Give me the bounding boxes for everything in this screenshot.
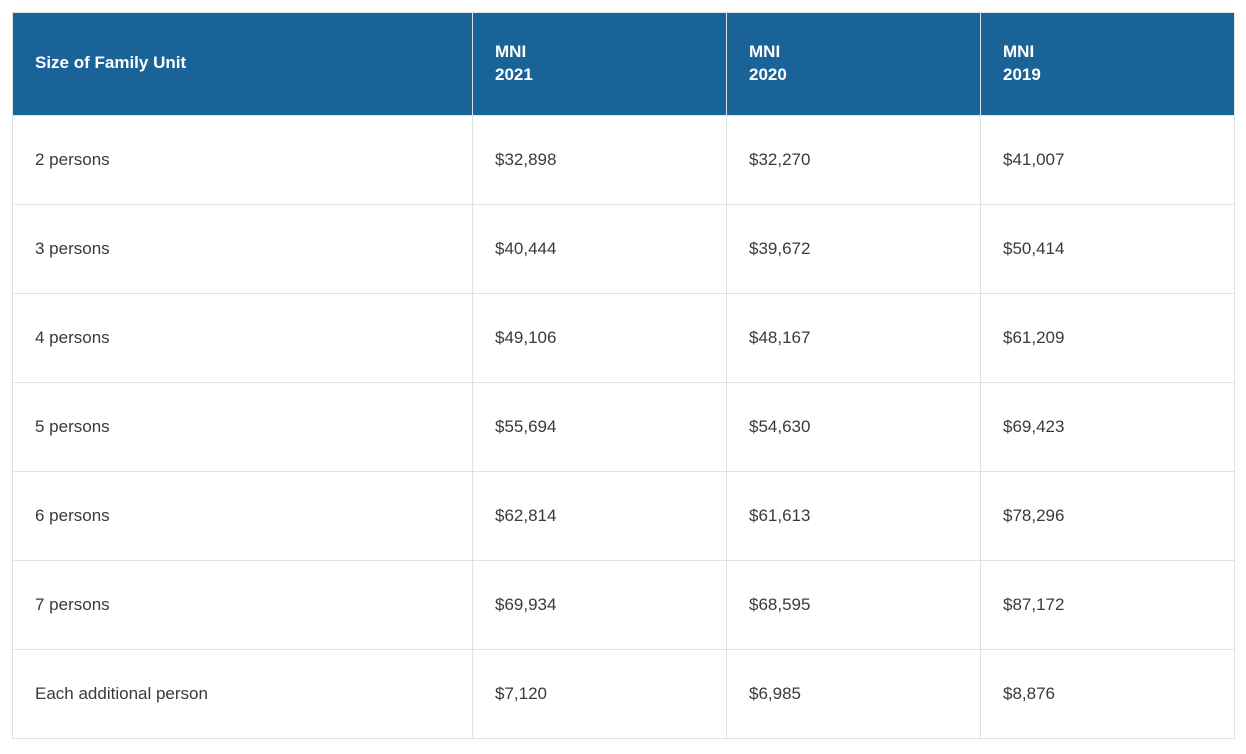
cell-family-size: 7 persons [13,560,473,649]
table-row: 2 persons $32,898 $32,270 $41,007 [13,115,1235,204]
cell-mni-2020: $61,613 [727,471,981,560]
table-row: 7 persons $69,934 $68,595 $87,172 [13,560,1235,649]
table-row: 5 persons $55,694 $54,630 $69,423 [13,382,1235,471]
cell-mni-2020: $48,167 [727,293,981,382]
cell-mni-2020: $39,672 [727,204,981,293]
cell-mni-2019: $8,876 [981,649,1235,738]
col-header-label: Size of Family Unit [35,52,450,75]
col-header-mni-2021: MNI 2021 [473,13,727,116]
col-header-sublabel: 2020 [749,64,958,87]
cell-mni-2020: $68,595 [727,560,981,649]
table-body: 2 persons $32,898 $32,270 $41,007 3 pers… [13,115,1235,738]
cell-mni-2020: $32,270 [727,115,981,204]
cell-mni-2019: $78,296 [981,471,1235,560]
cell-family-size: 2 persons [13,115,473,204]
table-row: 3 persons $40,444 $39,672 $50,414 [13,204,1235,293]
table-header-row: Size of Family Unit MNI 2021 MNI 2020 MN… [13,13,1235,116]
col-header-family-size: Size of Family Unit [13,13,473,116]
cell-family-size: 3 persons [13,204,473,293]
cell-mni-2020: $6,985 [727,649,981,738]
cell-mni-2021: $55,694 [473,382,727,471]
table-row: 4 persons $49,106 $48,167 $61,209 [13,293,1235,382]
cell-mni-2021: $7,120 [473,649,727,738]
col-header-label: MNI [1003,41,1212,64]
col-header-mni-2020: MNI 2020 [727,13,981,116]
cell-family-size: 5 persons [13,382,473,471]
cell-mni-2021: $49,106 [473,293,727,382]
cell-family-size: Each additional person [13,649,473,738]
cell-mni-2021: $32,898 [473,115,727,204]
cell-mni-2019: $69,423 [981,382,1235,471]
cell-mni-2019: $61,209 [981,293,1235,382]
col-header-label: MNI [495,41,704,64]
table-row: Each additional person $7,120 $6,985 $8,… [13,649,1235,738]
cell-family-size: 4 persons [13,293,473,382]
cell-mni-2021: $40,444 [473,204,727,293]
col-header-mni-2019: MNI 2019 [981,13,1235,116]
table-row: 6 persons $62,814 $61,613 $78,296 [13,471,1235,560]
cell-mni-2019: $41,007 [981,115,1235,204]
mni-table: Size of Family Unit MNI 2021 MNI 2020 MN… [12,12,1235,739]
cell-family-size: 6 persons [13,471,473,560]
cell-mni-2021: $69,934 [473,560,727,649]
cell-mni-2020: $54,630 [727,382,981,471]
cell-mni-2019: $50,414 [981,204,1235,293]
col-header-sublabel: 2021 [495,64,704,87]
col-header-label: MNI [749,41,958,64]
cell-mni-2021: $62,814 [473,471,727,560]
cell-mni-2019: $87,172 [981,560,1235,649]
col-header-sublabel: 2019 [1003,64,1212,87]
